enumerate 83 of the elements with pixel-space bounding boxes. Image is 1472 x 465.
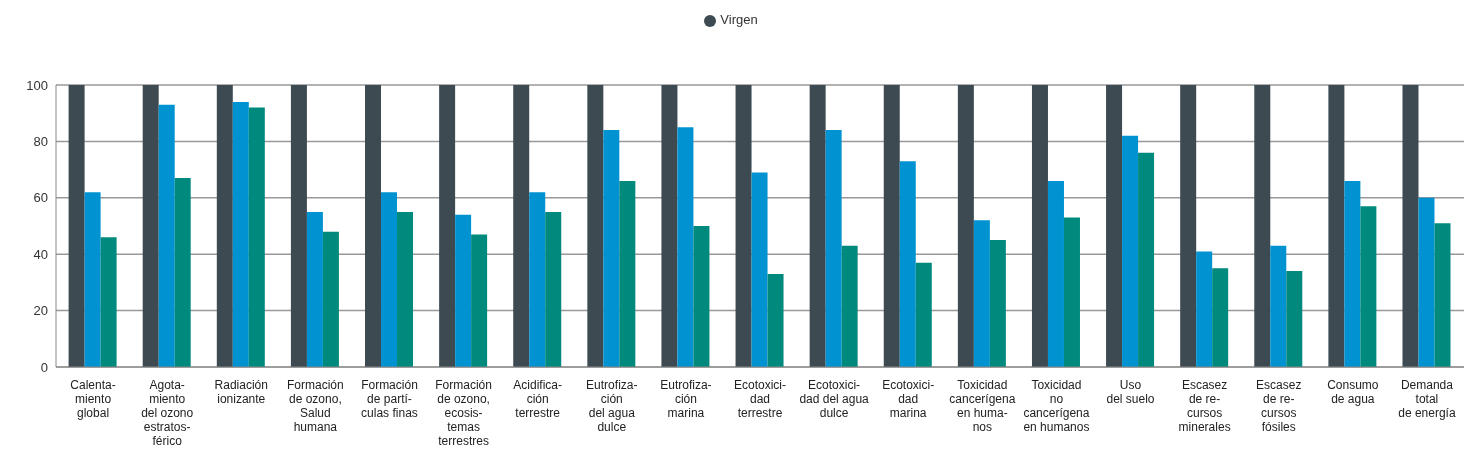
x-tick-label: Acidifica- ción terrestre [513, 378, 563, 420]
bar [735, 85, 752, 367]
x-tick-label: Demanda total de energía [1398, 378, 1456, 420]
bar [158, 104, 175, 367]
bar [883, 85, 900, 367]
legend-label: Virgen [720, 12, 758, 27]
bar [587, 85, 604, 367]
x-tick-label: Uso del suelo [1106, 378, 1155, 406]
bar [603, 130, 620, 367]
y-tick-label: 60 [33, 190, 48, 206]
x-tick-label: Ecotoxici- dad terrestre [733, 378, 787, 420]
bar [809, 85, 826, 367]
x-tick-label: Radiación ionizante [214, 378, 268, 406]
bar [841, 245, 858, 367]
bar [1328, 85, 1345, 367]
bar [1063, 217, 1080, 367]
bar [1286, 271, 1303, 367]
x-tick-label: Consumo de agua [1327, 378, 1379, 406]
x-tick-label: Formación de ozono, Salud humana [287, 378, 344, 434]
x-tick-label: Eutrofiza- ción del agua dulce [586, 378, 638, 434]
bar [174, 178, 191, 367]
bar [973, 220, 990, 367]
bar [248, 107, 265, 367]
y-tick-label: 80 [33, 134, 48, 150]
bar [751, 172, 768, 367]
bar [989, 240, 1006, 367]
bar [1270, 245, 1287, 367]
bar [915, 262, 932, 367]
bar [306, 211, 323, 367]
bar [216, 85, 233, 367]
bar [1344, 180, 1361, 367]
x-tick-label: Escasez de re- cursos minerales [1178, 378, 1231, 434]
bar [471, 234, 488, 367]
x-tick-label: Ecotoxici- dad del agua dulce [799, 378, 870, 420]
bar [899, 161, 916, 367]
bar [1031, 85, 1048, 367]
bar [529, 192, 546, 367]
y-tick-label: 100 [26, 77, 48, 93]
bar [381, 192, 398, 367]
x-tick-label: Eutrofiza- ción marina [660, 378, 712, 420]
bar [545, 211, 562, 367]
bar [1180, 85, 1197, 367]
y-tick-label: 20 [33, 303, 48, 319]
bar [68, 85, 85, 367]
bar [1138, 152, 1155, 367]
bar [619, 180, 636, 367]
bar [1196, 251, 1213, 367]
bar [1434, 223, 1451, 367]
bar [1254, 85, 1271, 367]
bar [693, 226, 710, 367]
bar [513, 85, 530, 367]
bar [142, 85, 159, 367]
bar [365, 85, 382, 367]
bar [455, 214, 472, 367]
bar [1047, 180, 1064, 367]
x-tick-label: Ecotoxici- dad marina [882, 378, 935, 420]
bar [1212, 268, 1229, 367]
x-tick-label: Calenta- miento global [70, 378, 116, 420]
bar [290, 85, 307, 367]
y-tick-label: 0 [40, 359, 48, 375]
bar [1360, 206, 1377, 367]
bar [1122, 135, 1139, 367]
bar [1418, 197, 1435, 367]
bar [825, 130, 842, 367]
bar [1106, 85, 1123, 367]
bar [439, 85, 456, 367]
bar [1402, 85, 1419, 367]
bar [397, 211, 414, 367]
bar [767, 273, 784, 367]
x-tick-label: Toxicidad no cancerígena en humanos [1023, 378, 1090, 434]
bar [677, 127, 694, 367]
x-tick-label: Toxicidad cancerígena en huma- nos [949, 378, 1016, 434]
bar [661, 85, 678, 367]
bar [84, 192, 101, 367]
x-tick-label: Formación de ozono, ecosis- temas terrestres [435, 378, 492, 448]
bar [322, 231, 339, 367]
bar [957, 85, 974, 367]
x-tick-label: Agota- miento del ozono estratos- férico [141, 378, 194, 448]
y-tick-label: 40 [33, 246, 48, 262]
bar [232, 101, 249, 367]
x-tick-label: Formación de partí- culas finas [361, 378, 418, 420]
bar [100, 237, 117, 367]
x-tick-label: Escasez de re- cursos fósiles [1256, 378, 1302, 434]
